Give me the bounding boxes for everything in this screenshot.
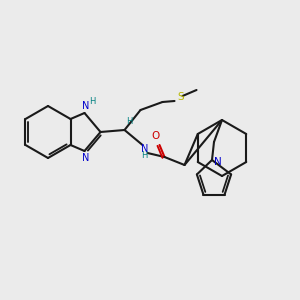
Text: H: H (126, 116, 133, 125)
Text: H: H (141, 152, 148, 160)
Text: O: O (152, 131, 160, 141)
Text: S: S (177, 92, 184, 102)
Text: N: N (141, 144, 148, 154)
Text: N: N (214, 157, 222, 167)
Text: N: N (82, 101, 89, 111)
Text: N: N (82, 153, 89, 163)
Text: H: H (89, 97, 96, 106)
